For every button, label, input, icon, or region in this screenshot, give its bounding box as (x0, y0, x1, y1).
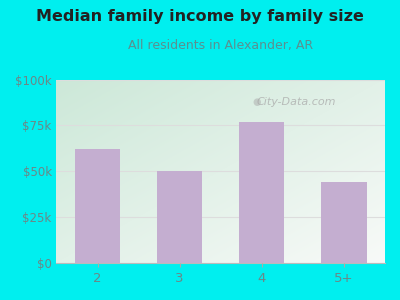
Text: Median family income by family size: Median family income by family size (36, 9, 364, 24)
Bar (321, 182, 366, 263)
Bar (157, 171, 202, 263)
Text: ●: ● (253, 97, 261, 106)
Bar (75, 149, 120, 263)
Text: City-Data.com: City-Data.com (256, 97, 336, 106)
Bar (239, 122, 284, 263)
Title: All residents in Alexander, AR: All residents in Alexander, AR (128, 39, 313, 52)
